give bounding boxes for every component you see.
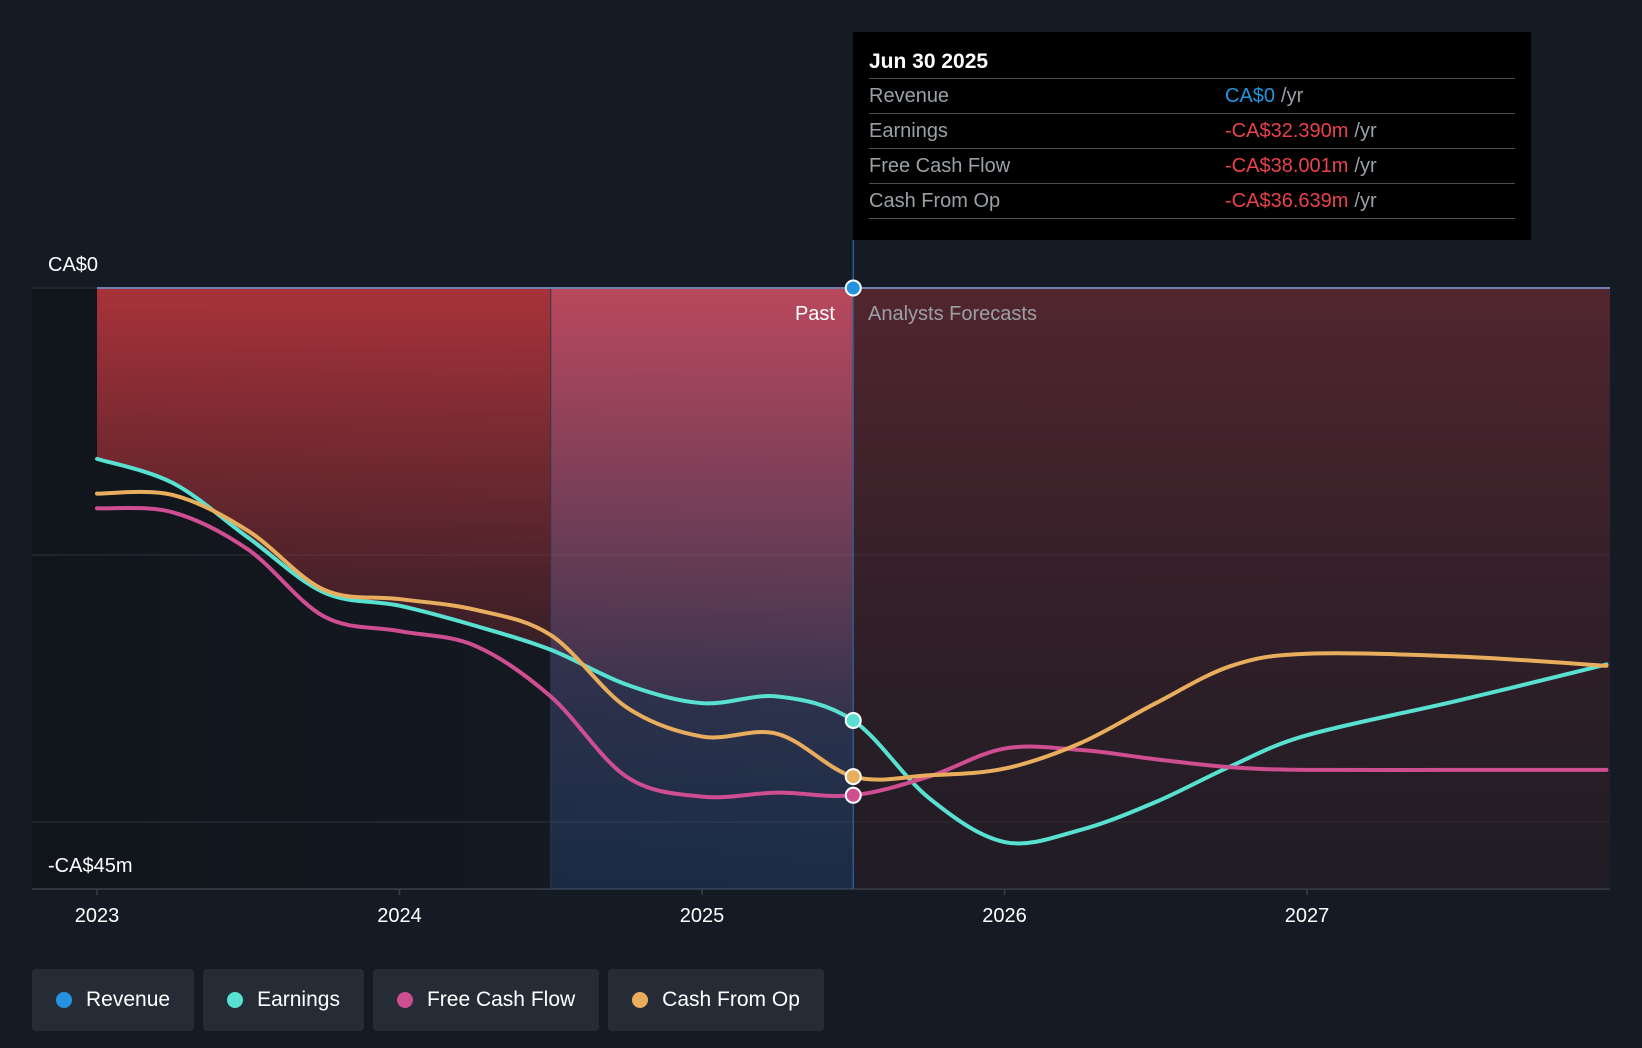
series-line-cash-from-op xyxy=(95,489,1609,782)
legend-label: Cash From Op xyxy=(662,988,800,1011)
y-axis-bottom-label: -CA$45m xyxy=(48,855,132,877)
hover-tooltip: Jun 30 2025 Revenue CA$0 /yr Earnings -C… xyxy=(853,32,1531,240)
tooltip-row-value: CA$0 xyxy=(1225,85,1276,107)
x-tick-label: 2024 xyxy=(377,905,422,927)
legend-label: Earnings xyxy=(257,988,340,1011)
tooltip-row-value: -CA$32.390m xyxy=(1225,120,1349,142)
marker-revenue xyxy=(844,279,862,297)
recent-period-shade xyxy=(550,288,854,889)
series-line-earnings xyxy=(95,456,1609,846)
legend-item-earnings[interactable]: Earnings xyxy=(203,969,364,1031)
tooltip-row-label: Cash From Op xyxy=(869,190,1001,212)
tooltip-row-revenue: Revenue CA$0 /yr xyxy=(869,78,1515,113)
tooltip-row-unit: /yr xyxy=(1354,120,1377,142)
marker-cash-from-op xyxy=(844,768,862,786)
tooltip-row-label: Revenue xyxy=(869,85,950,107)
legend-dot-icon xyxy=(227,992,244,1008)
legend-label: Revenue xyxy=(86,988,171,1011)
legend-label: Free Cash Flow xyxy=(426,988,576,1011)
legend-item-free-cash-flow[interactable]: Free Cash Flow xyxy=(372,969,600,1031)
series-line-free-cash-flow xyxy=(95,505,1609,800)
tooltip-row-label: Earnings xyxy=(869,120,948,142)
tooltip-row-value: -CA$36.639m xyxy=(1225,190,1349,212)
legend-item-cash-from-op[interactable]: Cash From Op xyxy=(608,969,824,1031)
x-tick-label: 2023 xyxy=(75,905,120,927)
tooltip-row-unit: /yr xyxy=(1354,190,1377,212)
legend: Revenue Earnings Free Cash Flow Cash Fro… xyxy=(32,969,824,1031)
legend-dot-icon xyxy=(56,992,72,1008)
marker-earnings xyxy=(844,712,862,730)
tooltip-row-earnings: Earnings -CA$32.390m /yr xyxy=(869,113,1515,148)
legend-dot-icon xyxy=(396,992,413,1008)
tooltip-row-value: -CA$38.001m xyxy=(1225,155,1349,177)
legend-dot-icon xyxy=(632,992,649,1008)
tooltip-row-unit: /yr xyxy=(1281,85,1304,107)
tooltip-row-unit: /yr xyxy=(1354,155,1377,177)
forecast-label: Analysts Forecasts xyxy=(868,303,1037,325)
tooltip-row-cash-from-op: Cash From Op -CA$36.639m /yr xyxy=(869,183,1515,219)
tooltip-date: Jun 30 2025 xyxy=(869,50,989,73)
past-label: Past xyxy=(795,303,835,325)
x-tick-label: 2025 xyxy=(680,905,725,927)
x-tick-label: 2026 xyxy=(982,905,1027,927)
tooltip-row-label: Free Cash Flow xyxy=(869,155,1011,177)
marker-free-cash-flow xyxy=(844,786,862,804)
tooltip-row-free-cash-flow: Free Cash Flow -CA$38.001m /yr xyxy=(869,148,1515,183)
x-tick-label: 2027 xyxy=(1285,905,1330,927)
y-axis-top-label: CA$0 xyxy=(48,254,98,276)
legend-item-revenue[interactable]: Revenue xyxy=(32,969,195,1031)
forecast-area xyxy=(853,288,1610,889)
